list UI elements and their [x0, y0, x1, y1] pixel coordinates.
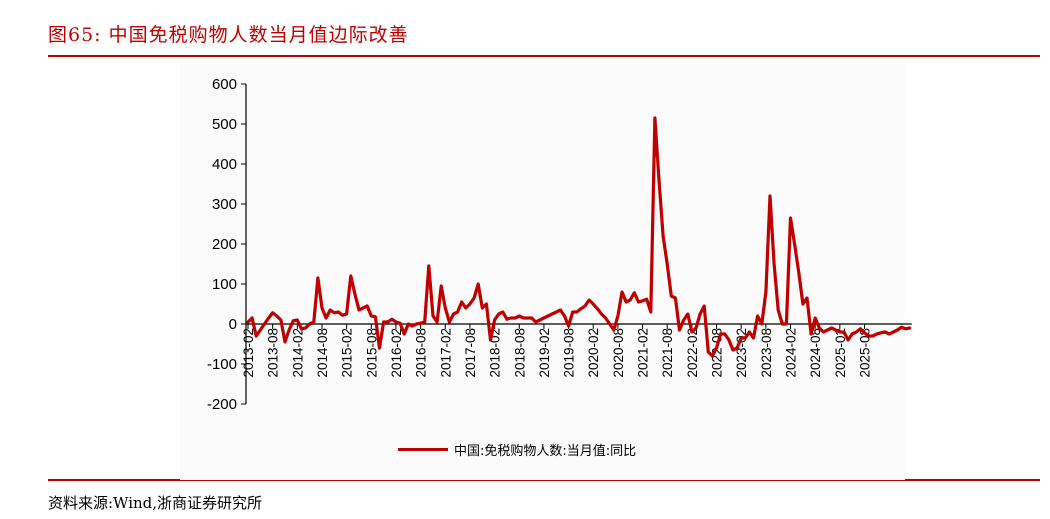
- x-tick-label: 2025-08: [858, 328, 873, 378]
- x-tick-label: 2024-08: [808, 328, 823, 378]
- x-tick-label: 2016-02: [389, 328, 404, 378]
- x-tick-label: 2020-02: [586, 328, 601, 378]
- x-tick-label: 2021-02: [636, 328, 651, 378]
- x-axis: 2013-02 2013-08 2014-02 2014-08 2015-02 2015-…: [241, 323, 912, 378]
- x-tick-label: 2017-08: [463, 328, 478, 378]
- legend-label: 中国:免税购物人数:当月值:同比: [454, 444, 637, 459]
- title-divider: [48, 55, 1040, 57]
- y-tick-label: 0: [229, 316, 237, 333]
- x-tick-label: 2023-02: [734, 328, 749, 378]
- chart-panel: [180, 64, 905, 480]
- x-tick-label: 2017-02: [438, 328, 453, 378]
- y-tick-label: 300: [212, 196, 237, 213]
- x-tick-label: 2024-02: [784, 328, 799, 378]
- x-tick-label: 2013-02: [241, 328, 256, 378]
- source-note: 资料来源:Wind,浙商证券研究所: [48, 494, 263, 512]
- legend: 中国:免税购物人数:当月值:同比: [398, 440, 636, 459]
- x-tick-label: 2013-08: [266, 328, 281, 378]
- x-tick-label: 2014-02: [290, 328, 305, 378]
- x-tick-label: 2022-02: [685, 328, 700, 378]
- y-tick-label: 400: [212, 156, 237, 173]
- y-tick-label: -100: [207, 356, 237, 373]
- y-tick-label: 200: [212, 236, 237, 253]
- bottom-divider-middle: [180, 480, 905, 481]
- x-tick-label: 2019-08: [562, 328, 577, 378]
- x-tick-label: 2022-08: [710, 328, 725, 378]
- x-tick-label: 2020-08: [611, 328, 626, 378]
- y-tick-label: 600: [212, 76, 237, 93]
- x-tick-label: 2019-02: [537, 328, 552, 378]
- y-axis: 600 500 400 300 200 100 0 -100 -200: [207, 76, 247, 413]
- series-line-duty-free-shoppers-yoy: [246, 116, 912, 358]
- x-tick-label: 2016-08: [414, 328, 429, 378]
- y-tick-label: -200: [207, 396, 237, 413]
- bottom-divider-right: [905, 479, 1040, 481]
- x-tick-label: 2014-08: [315, 328, 330, 378]
- y-tick-label: 500: [212, 116, 237, 133]
- x-tick-label: 2021-08: [660, 328, 675, 378]
- x-tick-label: 2015-08: [364, 328, 379, 378]
- legend-swatch: [398, 448, 448, 451]
- figure-title: 图65: 中国免税购物人数当月值边际改善: [48, 24, 409, 46]
- x-tick-label: 2023-08: [759, 328, 774, 378]
- x-tick-label: 2018-08: [512, 328, 527, 378]
- x-tick-label: 2025-02: [833, 328, 848, 378]
- bottom-divider-left: [48, 479, 180, 481]
- x-tick-label: 2015-02: [340, 328, 355, 378]
- y-tick-label: 100: [212, 276, 237, 293]
